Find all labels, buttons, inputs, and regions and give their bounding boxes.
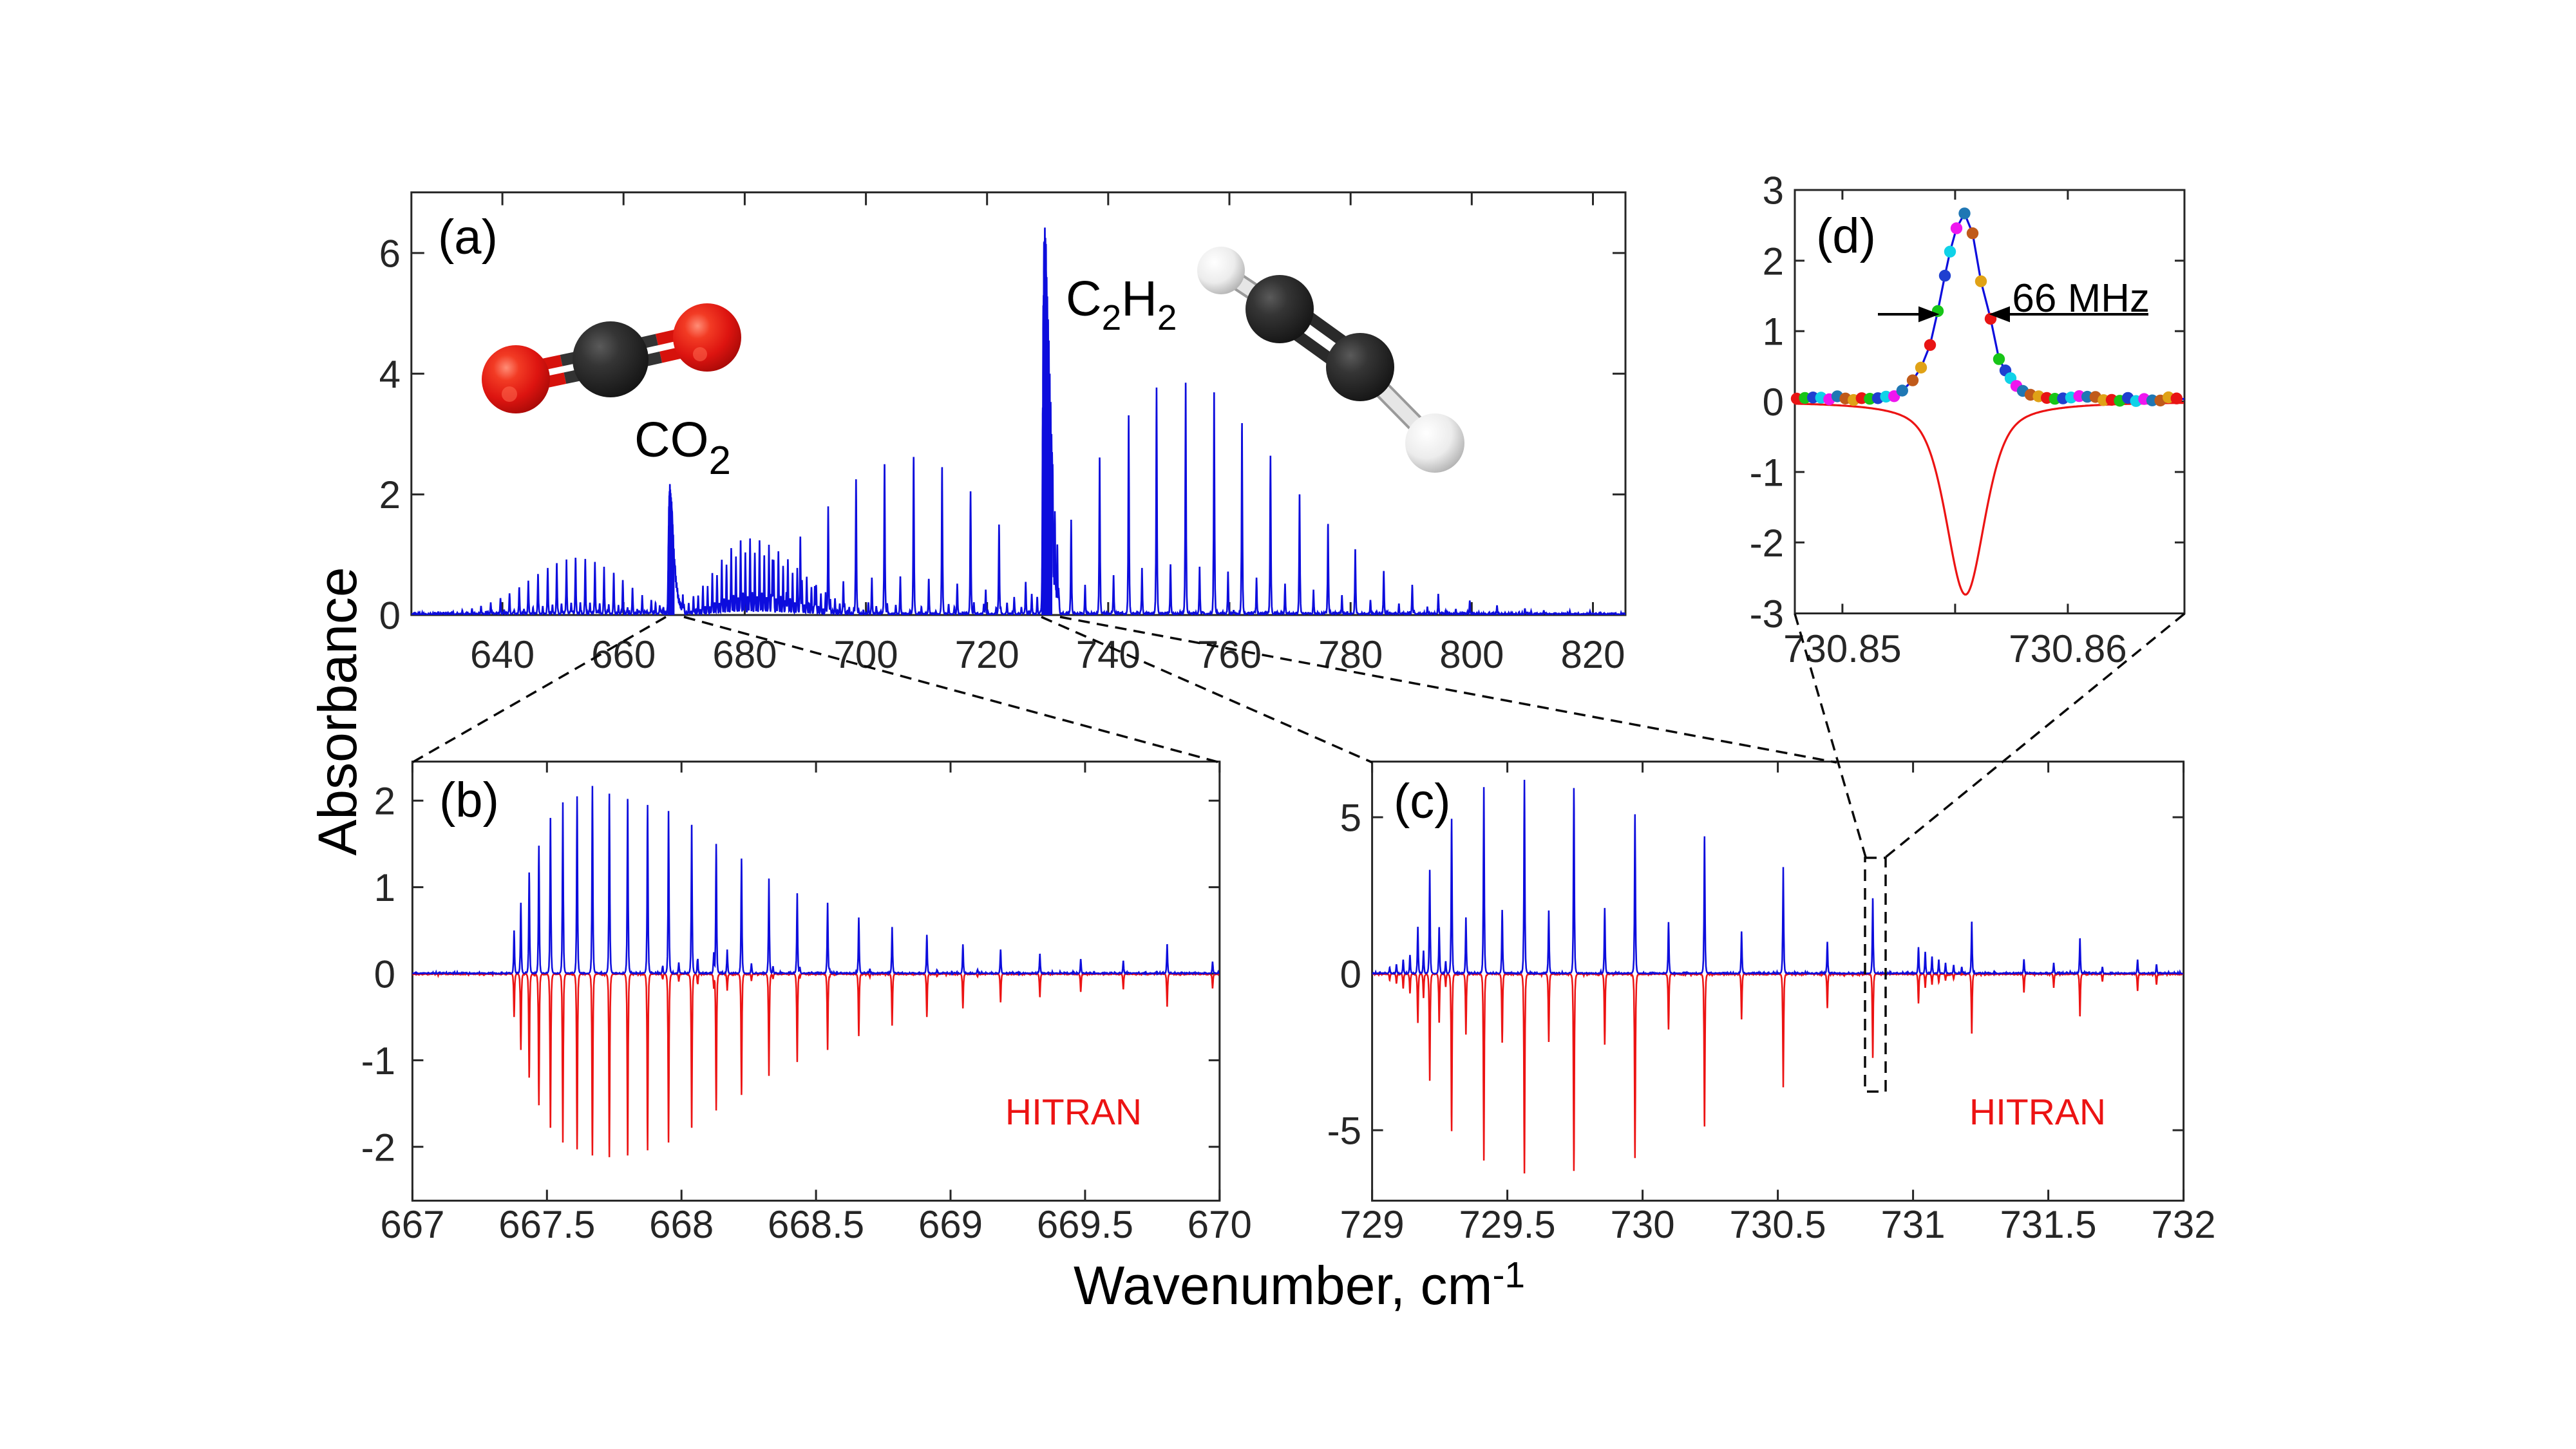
svg-text:780: 780: [1318, 633, 1383, 676]
svg-text:732: 732: [2152, 1203, 2216, 1246]
svg-text:667: 667: [380, 1203, 444, 1246]
svg-text:HITRAN: HITRAN: [1969, 1092, 2106, 1133]
svg-text:5: 5: [1340, 797, 1361, 840]
svg-text:2: 2: [1763, 240, 1784, 283]
svg-text:730.85: 730.85: [1783, 627, 1902, 670]
svg-text:-1: -1: [1750, 451, 1784, 494]
svg-text:740: 740: [1076, 633, 1141, 676]
svg-text:720: 720: [955, 633, 1019, 676]
svg-text:-3: -3: [1750, 592, 1784, 636]
svg-text:-1: -1: [361, 1039, 395, 1083]
svg-text:0: 0: [379, 594, 401, 638]
svg-text:730.5: 730.5: [1730, 1203, 1826, 1246]
svg-text:729: 729: [1340, 1203, 1405, 1246]
svg-text:-2: -2: [1750, 522, 1784, 565]
svg-text:3: 3: [1763, 169, 1784, 213]
svg-text:0: 0: [374, 953, 395, 996]
svg-text:0: 0: [1340, 953, 1361, 996]
svg-text:6: 6: [379, 232, 401, 275]
svg-text:700: 700: [834, 633, 898, 676]
svg-text:4: 4: [379, 353, 401, 396]
svg-text:(b): (b): [439, 773, 499, 828]
svg-text:800: 800: [1439, 633, 1504, 676]
svg-text:730.86: 730.86: [2009, 627, 2127, 670]
svg-text:760: 760: [1197, 633, 1262, 676]
svg-text:731: 731: [1881, 1203, 1946, 1246]
svg-text:2: 2: [379, 473, 401, 516]
svg-text:(c): (c): [1394, 774, 1451, 829]
svg-text:(d): (d): [1816, 209, 1876, 263]
svg-text:729.5: 729.5: [1459, 1203, 1556, 1246]
svg-text:668: 668: [649, 1203, 714, 1246]
svg-text:2: 2: [374, 780, 395, 823]
svg-text:0: 0: [1763, 381, 1784, 424]
svg-text:1: 1: [1763, 310, 1784, 354]
svg-text:HITRAN: HITRAN: [1005, 1092, 1142, 1133]
svg-text:Wavenumber, cm-1: Wavenumber, cm-1: [1074, 1255, 1525, 1316]
svg-text:731.5: 731.5: [2000, 1203, 2097, 1246]
svg-text:(a): (a): [438, 210, 498, 265]
svg-text:669: 669: [918, 1203, 983, 1246]
svg-text:680: 680: [712, 633, 777, 676]
svg-text:820: 820: [1560, 633, 1625, 676]
svg-text:1: 1: [374, 866, 395, 909]
svg-text:640: 640: [470, 633, 535, 676]
svg-text:66 MHz: 66 MHz: [2012, 276, 2150, 321]
svg-text:667.5: 667.5: [498, 1203, 595, 1246]
svg-text:670: 670: [1188, 1203, 1252, 1246]
svg-text:669.5: 669.5: [1037, 1203, 1133, 1246]
svg-text:730: 730: [1611, 1203, 1675, 1246]
svg-text:668.5: 668.5: [768, 1203, 864, 1246]
svg-text:Absorbance: Absorbance: [307, 567, 368, 855]
svg-text:-5: -5: [1327, 1110, 1361, 1153]
svg-text:-2: -2: [361, 1126, 395, 1169]
